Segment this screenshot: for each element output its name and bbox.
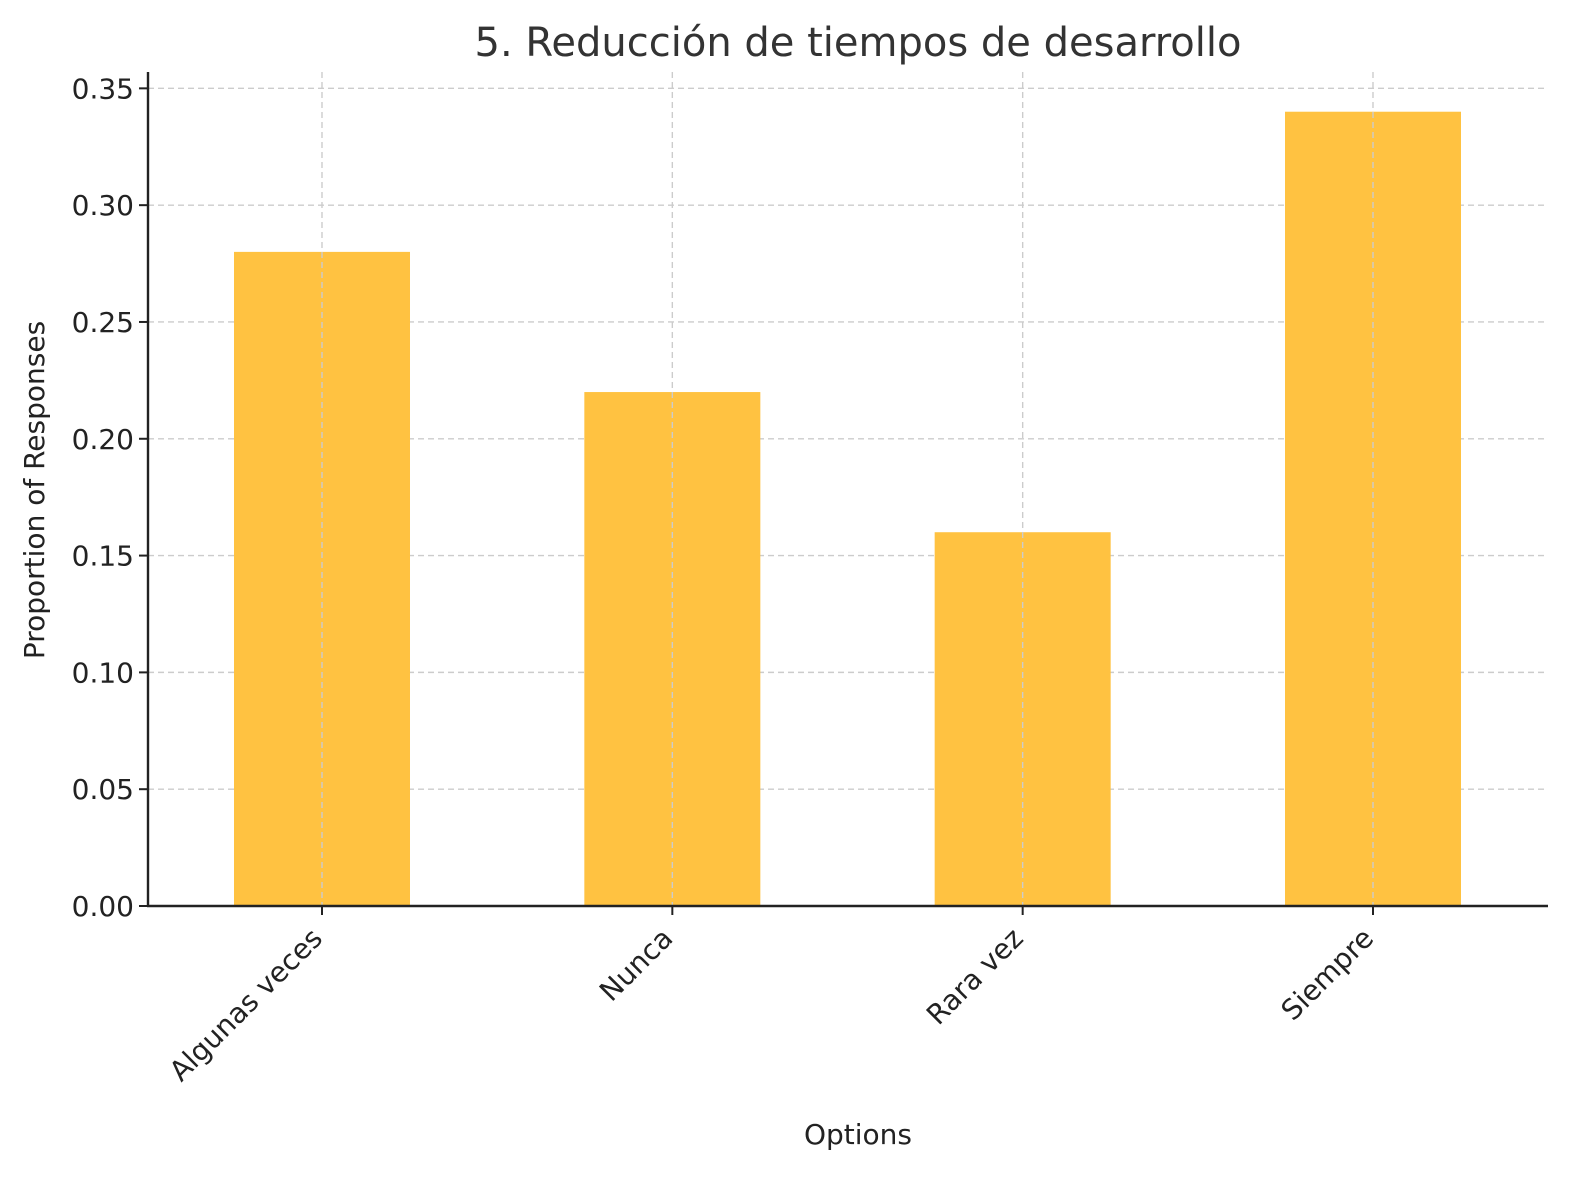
chart-title: 5. Reducción de tiempos de desarrollo	[475, 20, 1242, 66]
x-tick-labels: Algunas veces Nunca Rara vez Siempre	[163, 906, 1380, 1088]
y-tick-label: 0.15	[72, 540, 134, 573]
y-tick-label: 0.00	[72, 890, 134, 923]
y-tick-labels: 0.00 0.05 0.10 0.15 0.20 0.25 0.30 0.35	[72, 72, 148, 923]
x-grid-layer	[321, 72, 1374, 906]
y-tick-label: 0.20	[72, 423, 134, 456]
y-axis-label: Proportion of Responses	[18, 321, 51, 659]
y-tick-label: 0.25	[72, 306, 134, 339]
axes-layer	[146, 72, 1548, 908]
y-tick-label: 0.35	[72, 72, 134, 105]
x-tick-label: Rara vez	[920, 922, 1030, 1032]
x-tick-label: Algunas veces	[163, 922, 329, 1088]
bars-layer	[234, 111, 1461, 907]
y-tick-label: 0.30	[72, 189, 134, 222]
x-tick-label: Nunca	[593, 922, 679, 1008]
x-tick-label: Siempre	[1275, 922, 1380, 1027]
bar-rara-vez	[934, 532, 1111, 906]
y-tick-label: 0.05	[72, 773, 134, 806]
x-axis-label: Options	[804, 1118, 912, 1151]
y-tick-label: 0.10	[72, 656, 134, 689]
bar-nunca	[584, 392, 761, 906]
